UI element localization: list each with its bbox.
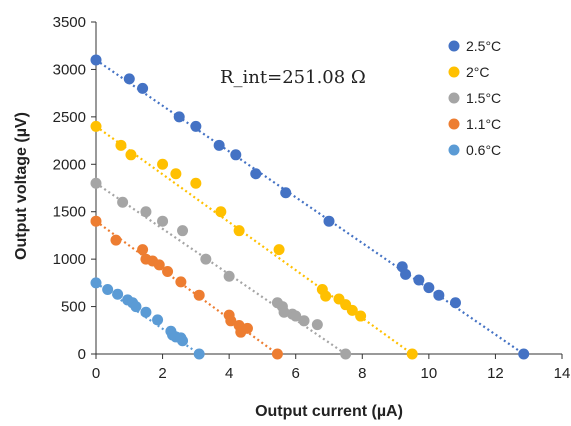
legend-marker [448, 118, 460, 130]
trendline [95, 59, 525, 355]
data-point [406, 348, 418, 360]
y-tick-label: 2500 [53, 109, 86, 126]
x-tick-label: 14 [554, 365, 571, 382]
series-3 [90, 215, 283, 360]
x-tick-label: 2 [158, 365, 166, 382]
data-point [518, 348, 530, 360]
data-point [400, 268, 412, 280]
data-point [140, 206, 152, 218]
data-point [355, 310, 367, 322]
data-point [153, 259, 165, 271]
x-tick-label: 0 [92, 365, 100, 382]
x-tick-label: 4 [225, 365, 233, 382]
data-point [215, 206, 227, 218]
data-point [323, 215, 335, 227]
data-point [449, 297, 461, 309]
data-point [90, 277, 102, 289]
data-point [130, 301, 142, 313]
data-point [200, 253, 212, 265]
data-point [423, 282, 435, 294]
data-point [223, 270, 235, 282]
y-tick-label: 2000 [53, 156, 86, 173]
x-tick-label: 8 [358, 365, 366, 382]
series-0 [90, 54, 530, 360]
data-point [152, 314, 164, 326]
y-tick-label: 500 [61, 299, 86, 316]
legend-marker [448, 144, 460, 156]
data-point [177, 225, 189, 237]
legend-label: 1.5°C [466, 90, 501, 106]
data-point [193, 348, 205, 360]
data-point [190, 120, 202, 132]
data-point [190, 177, 202, 189]
x-tick-label: 10 [421, 365, 438, 382]
data-point [177, 335, 189, 347]
legend-marker [448, 92, 460, 104]
data-point [90, 120, 102, 132]
data-point [271, 348, 283, 360]
data-point [157, 158, 169, 170]
legend-label: 1.1°C [466, 116, 501, 132]
x-tick-label: 6 [292, 365, 300, 382]
data-point [241, 322, 253, 334]
plot-area: 0 2 4 6 8 10 12 14 0 500 1000 1500 2000 2500 3000 3500 [53, 14, 571, 382]
legend-label: 2°C [466, 64, 490, 80]
data-point [280, 187, 292, 199]
resistance-annotation: R_int=251.08 Ω [220, 67, 366, 88]
x-tick-label: 12 [487, 365, 504, 382]
data-point [290, 310, 302, 322]
legend: 2.5°C 2°C 1.5°C 1.1°C 0.6°C [448, 38, 501, 158]
data-point [175, 276, 187, 288]
data-point [115, 139, 127, 151]
data-point [173, 111, 185, 123]
data-point [112, 288, 124, 300]
data-point [162, 265, 174, 277]
data-point [346, 304, 358, 316]
data-point [311, 319, 323, 331]
data-point [278, 306, 290, 318]
y-tick-label: 0 [78, 346, 86, 363]
data-point [90, 177, 102, 189]
data-point [90, 54, 102, 66]
y-axis-title: Output voltage (µV) [13, 112, 30, 260]
data-point [140, 306, 152, 318]
data-point [298, 315, 310, 327]
legend-label: 0.6°C [466, 142, 501, 158]
data-point [123, 73, 135, 85]
data-point [90, 215, 102, 227]
legend-marker [448, 40, 460, 52]
data-point [230, 149, 242, 161]
data-point [340, 348, 352, 360]
data-point [102, 283, 114, 295]
data-point [125, 149, 137, 161]
y-tick-label: 1500 [53, 204, 86, 221]
data-point [193, 289, 205, 301]
data-point [273, 244, 285, 256]
legend-marker [448, 66, 460, 78]
data-point [170, 168, 182, 180]
y-tick-label: 1000 [53, 251, 86, 268]
data-point [110, 234, 122, 246]
data-point [413, 274, 425, 286]
series-2 [90, 177, 352, 360]
data-point [137, 244, 149, 256]
y-tick-label: 3500 [53, 14, 86, 31]
data-point [233, 225, 245, 237]
x-axis-title: Output current (µA) [255, 403, 403, 420]
series-4 [90, 277, 205, 360]
trendline [95, 182, 347, 355]
data-point [137, 82, 149, 94]
data-point [157, 215, 169, 227]
data-point [320, 290, 332, 302]
data-point [117, 196, 129, 208]
y-tick-label: 3000 [53, 61, 86, 78]
data-point [213, 139, 225, 151]
data-point [250, 168, 262, 180]
series-1 [90, 120, 418, 360]
legend-label: 2.5°C [466, 38, 501, 54]
data-point [225, 315, 237, 327]
data-point [433, 289, 445, 301]
